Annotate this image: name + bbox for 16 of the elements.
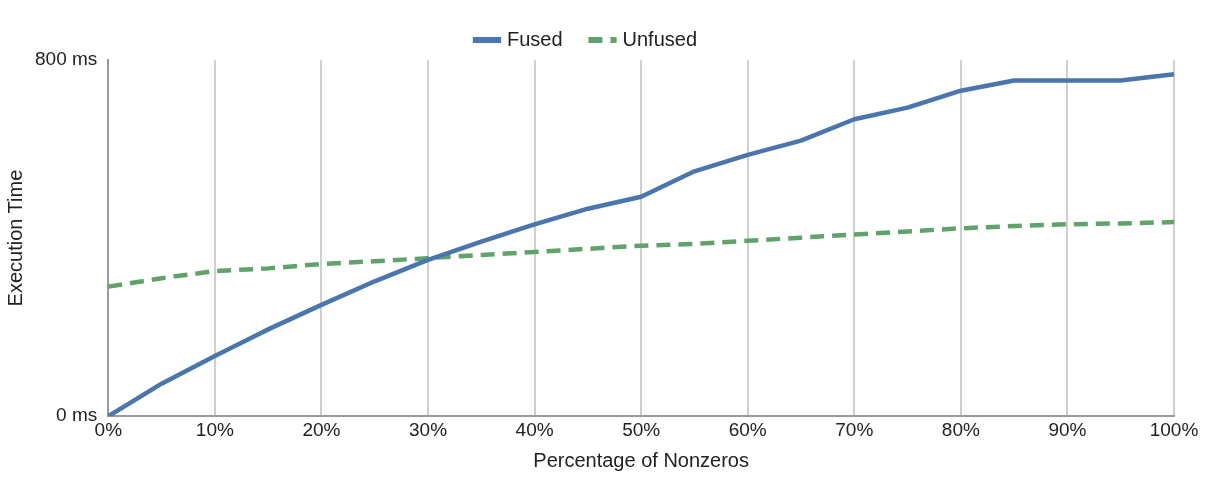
x-tick-label: 10% <box>195 418 234 440</box>
x-tick-label: 100% <box>1149 418 1199 440</box>
x-tick-label: 70% <box>835 418 874 440</box>
line-series <box>108 219 1174 289</box>
legend-label: Unfused <box>622 27 698 50</box>
legend-label: Fused <box>506 27 563 50</box>
x-tick-label: 90% <box>1048 418 1087 440</box>
x-tick-label: 30% <box>409 418 448 440</box>
x-tick-label: 20% <box>302 418 341 440</box>
x-tick-label: 40% <box>515 418 554 440</box>
x-axis-title: Percentage of Nonzeros <box>533 448 749 471</box>
y-axis-title: Execution Time <box>3 169 26 307</box>
x-tick-label: 80% <box>941 418 980 440</box>
y-tick-label: 800 ms <box>34 48 98 70</box>
x-tick-label: 60% <box>728 418 767 440</box>
x-tick-label: 50% <box>622 418 661 440</box>
